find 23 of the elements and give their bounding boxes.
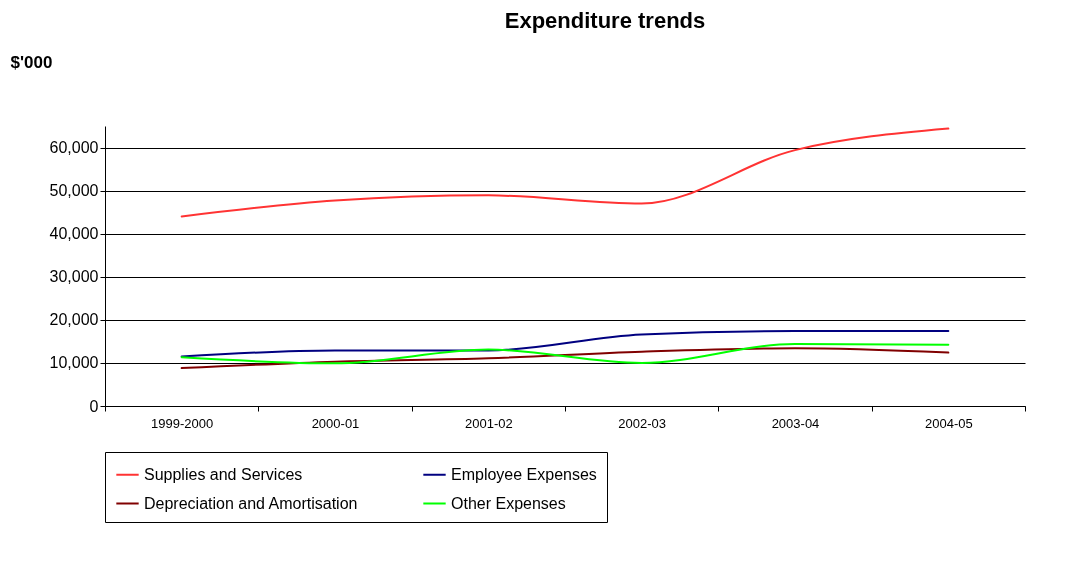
y-tick-label: 20,000 bbox=[49, 311, 99, 329]
y-axis-title: $'000 bbox=[10, 52, 53, 72]
y-tick-label: 30,000 bbox=[49, 268, 99, 286]
x-tick-label: 2001-02 bbox=[464, 415, 513, 431]
x-tick-label: 2004-05 bbox=[924, 415, 973, 431]
chart-title: Expenditure trends bbox=[504, 8, 706, 33]
line-series bbox=[180, 127, 950, 218]
line-series bbox=[180, 342, 950, 365]
y-tick-label: 10,000 bbox=[49, 354, 99, 372]
legend-label: Supplies and Services bbox=[144, 465, 303, 483]
legend-label: Depreciation and Amortisation bbox=[144, 494, 358, 512]
y-tick-label: 0 bbox=[89, 397, 99, 415]
line-series bbox=[180, 347, 950, 370]
x-tick-label: 2000-01 bbox=[311, 415, 360, 431]
y-tick-label: 50,000 bbox=[49, 182, 99, 200]
legend-label: Employee Expenses bbox=[451, 465, 597, 483]
legend-label: Other Expenses bbox=[451, 494, 566, 512]
y-tick-label: 60,000 bbox=[49, 139, 99, 157]
x-tick-label: 2002-03 bbox=[618, 415, 667, 431]
y-tick-label: 40,000 bbox=[49, 225, 99, 243]
line-series bbox=[180, 330, 950, 358]
x-tick-label: 2003-04 bbox=[771, 415, 820, 431]
x-tick-label: 1999-2000 bbox=[151, 415, 214, 431]
